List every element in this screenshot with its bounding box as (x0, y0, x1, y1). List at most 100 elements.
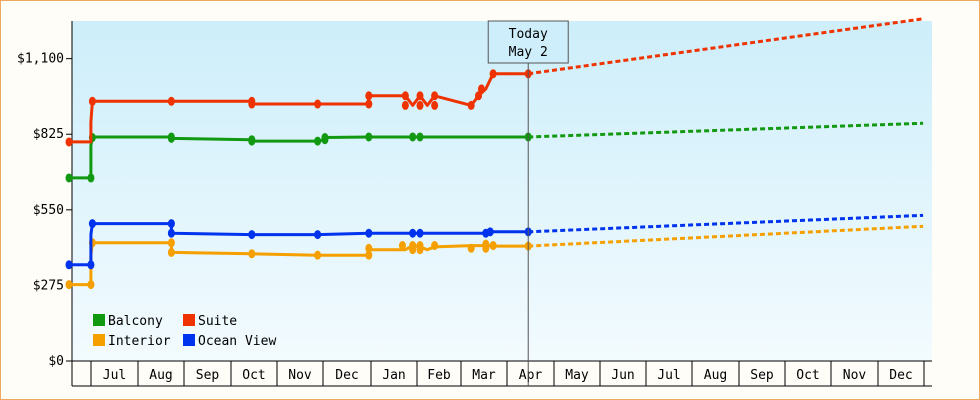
legend-item-balcony: Balcony (93, 314, 163, 329)
data-point (477, 84, 485, 94)
series-ocean-view (65, 213, 924, 270)
data-point (489, 241, 497, 251)
data-point (482, 239, 490, 249)
today-label: Today (509, 27, 548, 42)
plot-area (72, 21, 932, 361)
x-tick-label: Dec (889, 368, 912, 383)
legend: Balcony Suite Interior Ocean View (93, 314, 276, 349)
data-point (65, 173, 73, 183)
y-axis: $0 $275 $550 $825 $1,100 (17, 21, 73, 369)
y-tick-label: $0 (48, 354, 64, 369)
y-tick-label: $275 (33, 278, 64, 293)
data-point (167, 238, 175, 248)
data-point (416, 91, 424, 101)
data-point (416, 245, 424, 255)
x-tick-label: Jul (657, 368, 680, 383)
data-point (486, 227, 494, 237)
data-point (416, 100, 424, 110)
x-tick-label: Nov (288, 368, 312, 383)
data-point (401, 100, 409, 110)
data-point (489, 69, 497, 79)
y-tick-label: $825 (33, 127, 64, 142)
legend-item-interior: Interior (93, 334, 171, 349)
x-tick-label: Nov (843, 368, 867, 383)
x-tick-label: Mar (472, 368, 496, 383)
x-tick-label: Aug (149, 368, 172, 383)
data-point (167, 247, 175, 257)
x-tick-label: Sep (750, 368, 774, 383)
x-tick-label: Feb (427, 368, 451, 383)
legend-swatch (183, 314, 195, 326)
legend-swatch (93, 314, 105, 326)
x-tick-label: Jul (103, 368, 126, 383)
data-point (314, 99, 322, 109)
x-tick-label: Dec (335, 368, 358, 383)
data-point (88, 219, 96, 229)
legend-label: Interior (108, 334, 171, 349)
forecast-line-suite (528, 17, 924, 76)
x-tick-label: Oct (242, 368, 265, 383)
data-point (365, 250, 373, 260)
x-tick-label: Oct (796, 368, 819, 383)
series-suite (65, 17, 924, 147)
data-point (248, 230, 256, 240)
data-point (314, 250, 322, 260)
forecast-line-ocean-view (528, 213, 924, 234)
x-tick-label: Apr (519, 368, 543, 383)
data-point (167, 219, 175, 229)
data-point (321, 133, 329, 143)
data-point (365, 132, 373, 142)
legend-item-ocean-view: Ocean View (183, 334, 276, 349)
data-point (365, 228, 373, 238)
forecast-line-interior (528, 224, 924, 248)
x-tick-label: Jun (611, 368, 634, 383)
series-line-ocean-view (69, 222, 529, 267)
data-point (87, 260, 95, 270)
data-point (88, 96, 96, 106)
data-point (365, 91, 373, 101)
series-layer (65, 17, 924, 290)
legend-label: Suite (198, 314, 237, 329)
data-point (167, 96, 175, 106)
x-tick-label: May (565, 368, 589, 383)
y-tick-label: $1,100 (17, 52, 64, 67)
data-point (87, 280, 95, 290)
data-point (167, 228, 175, 238)
data-point (248, 249, 256, 259)
data-point (167, 133, 175, 143)
legend-item-suite: Suite (183, 314, 237, 329)
data-point (248, 136, 256, 146)
x-tick-label: Aug (704, 368, 727, 383)
data-point (365, 99, 373, 109)
legend-swatch (183, 334, 195, 346)
data-point (416, 132, 424, 142)
data-point (431, 100, 439, 110)
data-point (401, 91, 409, 101)
data-point (65, 280, 73, 290)
data-point (409, 132, 417, 142)
data-point (65, 260, 73, 270)
legend-label: Balcony (108, 314, 163, 329)
x-tick-label: Jan (382, 368, 405, 383)
data-point (65, 137, 73, 147)
data-point (365, 243, 373, 253)
legend-swatch (93, 334, 105, 346)
data-point (314, 136, 322, 146)
data-point (398, 241, 406, 251)
data-point (409, 228, 417, 238)
data-point (416, 228, 424, 238)
data-point (431, 241, 439, 251)
x-axis: Jul Aug Sep Oct Nov Dec Jan Feb Mar Apr May Jun Jul A… (71, 360, 932, 387)
data-point (475, 91, 482, 101)
legend-label: Ocean View (198, 334, 276, 349)
data-point (248, 99, 256, 109)
data-point (409, 245, 417, 255)
data-point (431, 91, 439, 101)
data-point (314, 230, 322, 240)
data-point (467, 100, 475, 110)
today-marker: Today May 2 (487, 20, 569, 386)
forecast-line-balcony (528, 121, 924, 139)
y-tick-label: $550 (33, 203, 64, 218)
data-point (87, 173, 95, 183)
